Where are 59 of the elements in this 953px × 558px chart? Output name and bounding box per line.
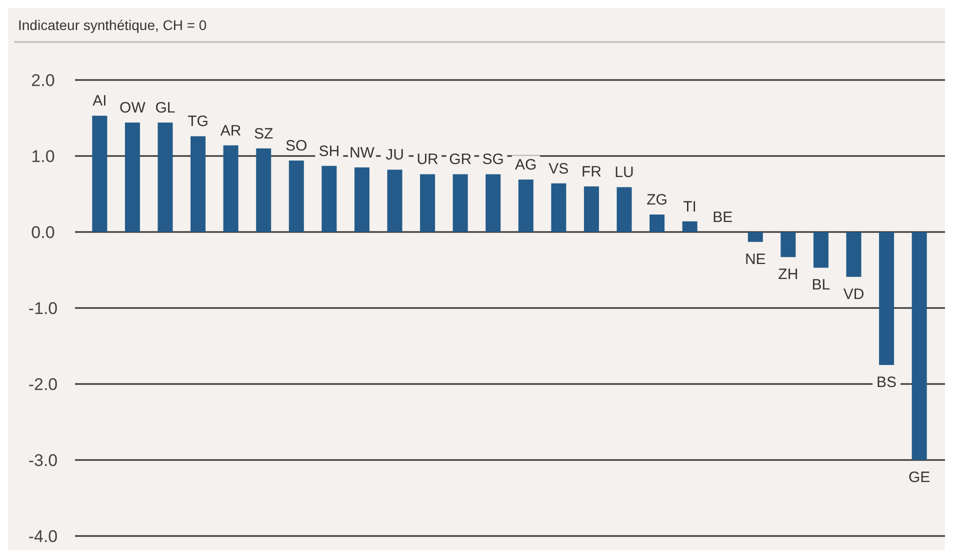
bar	[912, 232, 927, 460]
bar	[813, 232, 828, 268]
x-tick-label: TI	[683, 198, 696, 216]
bar	[879, 232, 894, 365]
bar	[190, 136, 206, 232]
bar	[551, 183, 566, 232]
x-tick-label: TG	[188, 113, 208, 130]
y-tick-label: -2.0	[28, 375, 58, 394]
y-tick-label: 2.0	[31, 71, 55, 90]
x-tick-label: GR	[449, 151, 472, 168]
x-tick-label: VD	[843, 286, 864, 303]
bar	[780, 232, 796, 258]
bar	[288, 160, 304, 232]
x-tick-label: LU	[614, 164, 634, 182]
bar	[616, 187, 632, 232]
bar	[92, 116, 108, 232]
x-tick-label: NE	[744, 250, 766, 268]
bar	[846, 232, 862, 277]
x-tick-label: AR	[220, 122, 242, 140]
x-tick-label: BS	[876, 374, 897, 391]
bar	[486, 174, 501, 232]
bar	[584, 186, 599, 232]
y-tick-label: 0.0	[31, 223, 55, 242]
x-tick-label: AG	[515, 156, 537, 174]
bar	[518, 180, 534, 232]
x-tick-label: BE	[712, 209, 733, 226]
bar	[354, 167, 370, 232]
bar	[650, 214, 665, 232]
x-tick-label: UR	[416, 151, 439, 168]
x-tick-label: AI	[92, 92, 107, 110]
y-tick-label: 1.0	[31, 147, 55, 166]
x-tick-label: SO	[286, 138, 308, 155]
x-tick-label: SG	[482, 151, 504, 168]
bar	[387, 170, 402, 232]
x-tick-label: SZ	[254, 125, 274, 142]
x-tick-label: ZH	[778, 266, 798, 284]
x-tick-label: JU	[386, 146, 404, 164]
bar	[124, 122, 140, 232]
bar	[322, 166, 337, 232]
bar	[420, 174, 436, 232]
x-tick-label: VS	[548, 160, 569, 178]
bar	[452, 174, 468, 232]
bar	[256, 148, 272, 232]
x-tick-label: SH	[318, 142, 340, 160]
x-tick-label: FR	[581, 163, 602, 180]
bar	[748, 232, 763, 242]
y-tick-label: -4.0	[28, 527, 58, 546]
y-tick-label: -3.0	[28, 451, 58, 470]
x-tick-label: NW	[349, 144, 376, 162]
x-tick-label: GL	[155, 100, 176, 117]
y-axis-title: Indicateur synthétique, CH = 0	[18, 17, 207, 33]
bar	[158, 122, 173, 232]
x-tick-label: ZG	[646, 192, 668, 209]
y-tick-label: -1.0	[28, 299, 58, 318]
x-tick-label: GE	[908, 469, 930, 486]
x-tick-label: BL	[812, 276, 830, 294]
x-tick-label: OW	[120, 100, 146, 117]
bar	[223, 145, 238, 232]
bar	[682, 221, 698, 232]
